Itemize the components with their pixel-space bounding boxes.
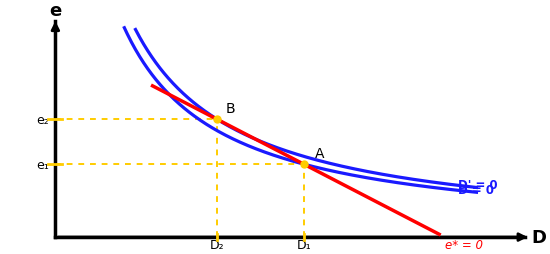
Text: e: e: [50, 2, 62, 20]
Text: D₂: D₂: [210, 238, 224, 251]
Text: e* = 0: e* = 0: [444, 238, 482, 251]
Text: D: D: [531, 228, 547, 246]
Text: e₂: e₂: [36, 114, 49, 126]
Text: D = 0: D = 0: [458, 183, 493, 196]
Text: D' = 0: D' = 0: [458, 178, 497, 191]
Text: e₁: e₁: [36, 158, 49, 171]
Text: D₁: D₁: [296, 238, 311, 251]
Text: B: B: [226, 102, 235, 116]
Text: A: A: [315, 147, 324, 161]
